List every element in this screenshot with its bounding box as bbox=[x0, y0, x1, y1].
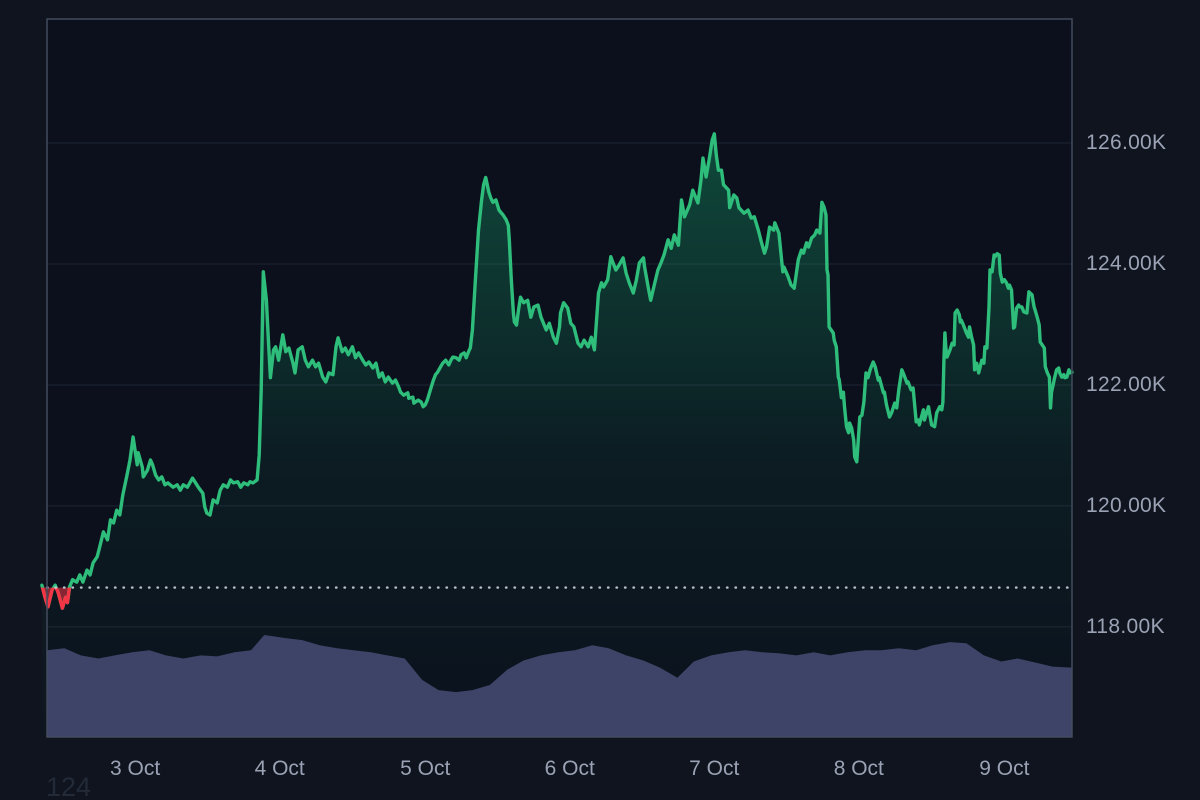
volume-histogram bbox=[47, 635, 1072, 737]
price-area-fill bbox=[41, 133, 1072, 737]
plot-border bbox=[46, 18, 1073, 738]
clipped-bottom-left-text: 124 bbox=[46, 772, 92, 800]
price-line bbox=[40, 132, 1074, 610]
